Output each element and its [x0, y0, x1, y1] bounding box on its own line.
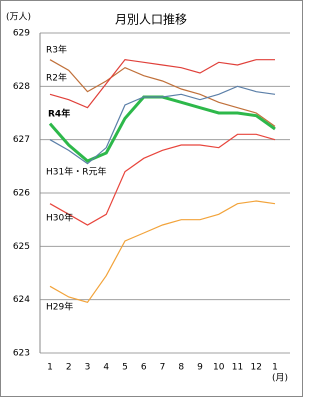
- y-tick-label: 627: [13, 135, 30, 145]
- series-line: [49, 59, 276, 127]
- series-label: R4年: [48, 108, 70, 120]
- x-tick-label: 7: [160, 363, 166, 373]
- x-tick-label: 11: [232, 363, 243, 373]
- x-tick-label: 4: [103, 363, 109, 373]
- y-tick-label: 623: [13, 349, 30, 359]
- y-tick-label: 628: [13, 82, 30, 92]
- x-tick-label: 6: [141, 363, 147, 373]
- series-line: [49, 133, 276, 226]
- x-tick-label: 1: [272, 363, 278, 373]
- series-line: [49, 200, 276, 304]
- series-label: H30年: [46, 212, 73, 224]
- series-line: [49, 85, 276, 165]
- y-tick-label: 624: [13, 295, 30, 305]
- x-tick-label: 9: [197, 363, 203, 373]
- chart-frame: [0, 0, 303, 397]
- x-tick-label: 5: [122, 363, 128, 373]
- series-label: H29年: [46, 301, 73, 313]
- y-tick-label: 626: [13, 189, 30, 199]
- y-tick-label: 629: [13, 29, 30, 39]
- series-label: H31年・R元年: [46, 166, 106, 178]
- series-label: R3年: [46, 44, 67, 56]
- y-tick-label: 625: [13, 242, 30, 252]
- series-label: R2年: [46, 72, 67, 84]
- x-tick-label: 10: [213, 363, 225, 373]
- x-tick-label: 12: [251, 363, 262, 373]
- x-tick-label: 3: [85, 363, 91, 373]
- x-tick-label: 8: [178, 363, 184, 373]
- x-tick-label: 2: [66, 363, 72, 373]
- chart-title: 月別人口推移: [115, 13, 187, 27]
- x-axis-label: (月): [272, 373, 288, 384]
- x-tick-label: 1: [47, 363, 53, 373]
- y-axis-label: (万人): [6, 12, 31, 23]
- series-line: [49, 59, 275, 109]
